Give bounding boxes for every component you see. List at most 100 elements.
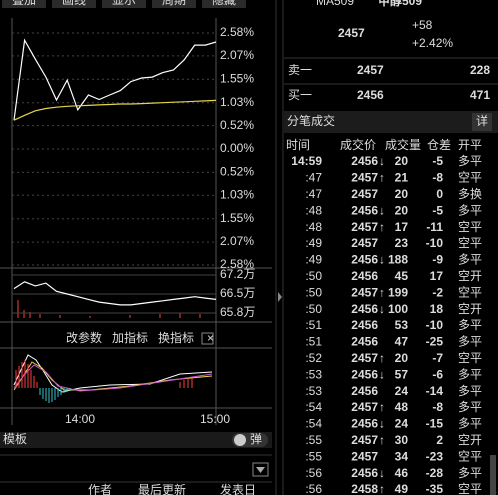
tick-diff: 0 — [436, 187, 443, 201]
tick-diff: -5 — [432, 154, 443, 168]
tick-volume: 46 — [395, 466, 409, 480]
tab[interactable] — [152, 0, 196, 8]
tick-diff: 17 — [430, 269, 444, 283]
scrollbar[interactable] — [490, 455, 496, 495]
tab-label[interactable]: 周期 — [162, 0, 186, 7]
y-tick-label: 65.8万 — [220, 305, 255, 319]
series-line — [13, 281, 217, 306]
y-tick-label: 1.55% — [220, 211, 254, 225]
tick-diff: -6 — [432, 367, 443, 381]
tick-price: 2457 — [351, 236, 378, 250]
series-line — [13, 99, 217, 121]
book-label: 买一 — [288, 88, 312, 102]
tick-volume: 53 — [395, 318, 409, 332]
volume-bars — [17, 300, 201, 318]
download-box[interactable] — [252, 462, 269, 477]
tick-time: :54 — [305, 417, 322, 431]
template-button[interactable]: 模板 — [3, 432, 27, 446]
tick-volume: 24 — [395, 417, 409, 431]
y-tick-label: 2.58% — [220, 257, 254, 271]
tick-volume: 24 — [395, 384, 409, 398]
tab[interactable] — [52, 0, 96, 8]
tick-kind: 空平 — [458, 285, 482, 299]
detail-box[interactable] — [472, 113, 492, 131]
detail-button[interactable]: 详 — [476, 113, 488, 128]
book-price: 2456 — [357, 88, 384, 102]
column-header[interactable]: 发表日 — [220, 482, 256, 495]
series-line — [13, 38, 217, 121]
column-header: 仓差 — [427, 138, 451, 152]
y-tick-label: 67.2万 — [220, 267, 255, 281]
indicator-button[interactable]: × — [207, 331, 214, 345]
y-tick-label: 1.03% — [220, 187, 254, 201]
tick-arrow: ↓ — [379, 154, 385, 168]
tick-volume: 199 — [388, 285, 408, 299]
tick-volume: 48 — [395, 400, 409, 414]
tab[interactable] — [202, 0, 246, 8]
y-tick-label: 0.00% — [220, 141, 254, 155]
y-tick-label: 66.5万 — [220, 286, 255, 300]
tab-label[interactable]: 叠加 — [12, 0, 36, 7]
tick-arrow: ↑ — [379, 220, 385, 234]
book-label: 卖一 — [288, 63, 312, 77]
tick-diff: 2 — [436, 433, 443, 447]
tick-volume: 23 — [395, 236, 409, 250]
tab-label[interactable]: 画线 — [62, 0, 86, 7]
tab[interactable] — [102, 0, 146, 8]
tick-time: :47 — [305, 171, 322, 185]
tick-price: 2456 — [351, 302, 378, 316]
tick-time: :50 — [305, 269, 322, 283]
tick-diff: -23 — [426, 449, 444, 463]
collapse-arrow[interactable] — [278, 292, 282, 302]
indicator-button[interactable]: 加指标 — [112, 330, 148, 345]
indicator-button[interactable]: 换指标 — [158, 330, 194, 345]
tick-volume: 47 — [395, 335, 409, 349]
tick-volume: 17 — [395, 220, 409, 234]
tick-time: :48 — [305, 203, 322, 217]
indicator-button[interactable]: 改参数 — [66, 330, 102, 345]
column-header[interactable]: 作者 — [88, 483, 112, 495]
tab-label[interactable]: 隐藏 — [212, 0, 236, 7]
toggle-label[interactable]: 弹 — [250, 432, 262, 446]
tab[interactable] — [2, 0, 46, 8]
column-header[interactable]: 最后更新 — [138, 482, 186, 495]
tick-diff: 18 — [430, 302, 444, 316]
tick-time: :47 — [305, 187, 322, 201]
tick-price: 2456 — [351, 384, 378, 398]
tab-label[interactable]: 显示 — [112, 0, 136, 7]
tick-price: 2457 — [351, 285, 378, 299]
tick-arrow: ↓ — [379, 466, 385, 480]
tick-diff: -15 — [426, 417, 444, 431]
symbol: MA509 — [316, 0, 354, 8]
change: +58 — [412, 18, 433, 32]
y-tick-label: 1.03% — [220, 95, 254, 109]
column-header: 时间 — [286, 138, 310, 152]
tick-kind: 多平 — [458, 384, 482, 398]
close-box[interactable] — [201, 332, 214, 345]
tick-time: :53 — [305, 384, 322, 398]
tick-volume: 49 — [395, 482, 409, 495]
tick-time: :54 — [305, 400, 322, 414]
tick-arrow: ↑ — [379, 285, 385, 299]
column-header: 开平 — [458, 138, 482, 152]
book-volume: 228 — [470, 63, 490, 77]
tick-kind: 多平 — [458, 367, 482, 381]
tick-kind: 多平 — [458, 466, 482, 480]
tick-diff: -35 — [426, 482, 444, 495]
tick-kind: 空开 — [458, 269, 482, 283]
tick-kind: 空平 — [458, 482, 482, 495]
tick-volume: 188 — [388, 253, 408, 267]
change-pct: +2.42% — [412, 36, 453, 50]
tick-diff: -8 — [432, 171, 443, 185]
tick-price: 2457 — [351, 433, 378, 447]
indicator-panel — [13, 354, 213, 403]
tick-arrow: ↓ — [379, 203, 385, 217]
tick-volume: 20 — [395, 187, 409, 201]
tick-arrow: ↓ — [379, 417, 385, 431]
tick-kind: 空平 — [458, 351, 482, 365]
tick-time: :50 — [305, 285, 322, 299]
tick-volume: 30 — [395, 433, 409, 447]
section-title: 分笔成交 — [287, 113, 335, 128]
tick-price: 2456 — [351, 367, 378, 381]
